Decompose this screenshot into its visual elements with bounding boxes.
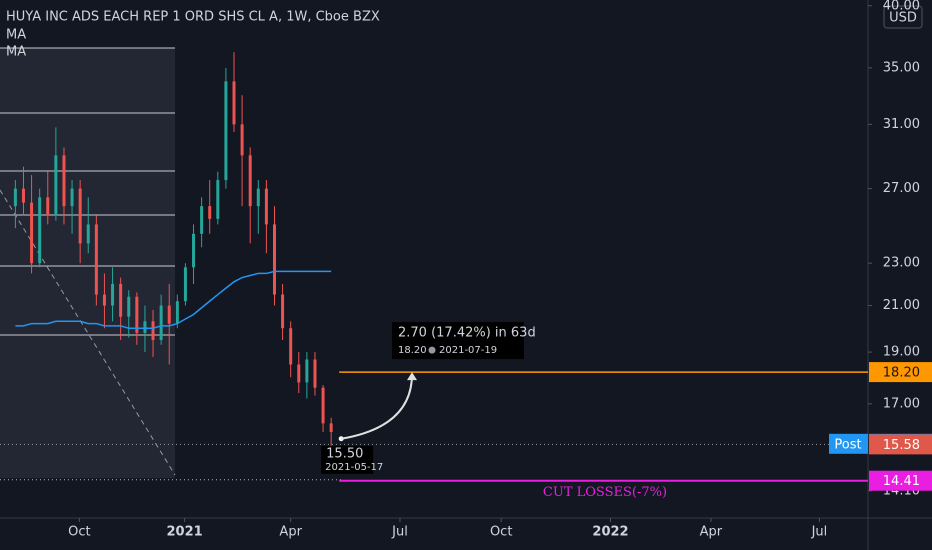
y-tick-label: 31.00 — [883, 117, 920, 132]
candle-body — [135, 296, 139, 333]
x-tick-label: Jul — [391, 525, 408, 540]
currency[interactable]: USD — [889, 11, 917, 26]
candle-body — [62, 155, 66, 207]
projection-date: 2021-07-19 — [439, 345, 497, 356]
candle-body — [30, 202, 34, 264]
low-value: 15.50 — [326, 446, 363, 461]
candle-body — [208, 206, 212, 219]
candle-body — [240, 124, 244, 156]
projection-text: 2.70 (17.42%) in 63d — [398, 326, 536, 341]
candle-body — [305, 359, 309, 383]
candle-body — [256, 188, 260, 207]
price-label: 18.20 — [883, 366, 920, 381]
candle-body — [248, 155, 252, 207]
fib-lines — [0, 47, 175, 336]
candle-body — [264, 188, 268, 225]
candle-body — [216, 180, 220, 219]
candle-body — [13, 188, 17, 207]
candle-body — [102, 294, 106, 306]
low-date: 2021-05-17 — [325, 462, 383, 473]
y-tick-label: 27.00 — [883, 181, 920, 196]
price-box — [869, 470, 932, 491]
price-box — [869, 362, 932, 383]
candle-body — [289, 328, 293, 365]
candle-body — [232, 81, 236, 125]
price-box — [869, 434, 932, 455]
candle-body — [111, 283, 115, 306]
y-tick-label: 35.00 — [883, 60, 920, 75]
candle-body — [78, 188, 82, 244]
y-tick-label: 21.00 — [883, 298, 920, 313]
candle-body — [200, 206, 204, 234]
candle-body — [94, 224, 98, 295]
chart-title: HUYA INC ADS EACH REP 1 ORD SHS CL A, 1W… — [6, 10, 380, 25]
candle-body — [54, 155, 58, 216]
y-tick-label: 17.00 — [883, 396, 920, 411]
price-label: 15.58 — [883, 438, 920, 453]
stop-label: CUT LOSSES(-7%) — [543, 485, 667, 500]
x-tick-label: 2021 — [167, 525, 203, 540]
currency-box[interactable] — [883, 5, 923, 29]
ma-line — [15, 270, 332, 329]
candle-body — [321, 387, 325, 424]
x-tick-label: Apr — [279, 525, 302, 540]
candle-body — [272, 224, 276, 295]
price-label: 14.41 — [883, 474, 920, 489]
candle-body — [38, 197, 42, 264]
candle-body — [192, 233, 196, 268]
indicator-label: MA — [6, 28, 26, 43]
candle-body — [159, 305, 163, 340]
candle-body — [151, 321, 155, 340]
candle-body — [224, 81, 228, 181]
y-tick-label: 40.00 — [883, 0, 920, 13]
candle-body — [167, 305, 171, 324]
candle-body — [21, 188, 25, 203]
indicator-label: MA — [6, 45, 26, 60]
candle-body — [175, 301, 179, 324]
projection-arrow — [341, 374, 413, 440]
post-box — [829, 433, 868, 454]
candle-body — [329, 423, 333, 433]
x-tick-label: 2022 — [592, 525, 628, 540]
candle-body — [313, 359, 317, 388]
candle-body — [86, 224, 90, 244]
y-tick-label: 19.00 — [883, 345, 920, 360]
candle-body — [46, 197, 50, 216]
x-tick-label: Jul — [811, 525, 828, 540]
candle-body — [127, 296, 131, 317]
trend-line — [0, 189, 176, 476]
arrow-head — [407, 372, 417, 381]
candle-body — [143, 321, 147, 333]
x-tick-label: Oct — [68, 525, 90, 540]
low-box — [321, 445, 374, 474]
shaded-range — [0, 48, 175, 478]
x-tick-label: Apr — [700, 525, 723, 540]
clock-icon — [428, 346, 436, 354]
x-tick-label: Oct — [490, 525, 512, 540]
projection-price: 18.20 — [398, 345, 427, 356]
candle-body — [281, 294, 285, 329]
candle-body — [297, 364, 301, 383]
candle-body — [183, 267, 187, 302]
y-tick-label: 23.00 — [883, 256, 920, 271]
candle-body — [70, 188, 74, 207]
candle-body — [119, 283, 123, 317]
projection-box — [392, 322, 524, 360]
post-label: Post — [834, 437, 861, 452]
